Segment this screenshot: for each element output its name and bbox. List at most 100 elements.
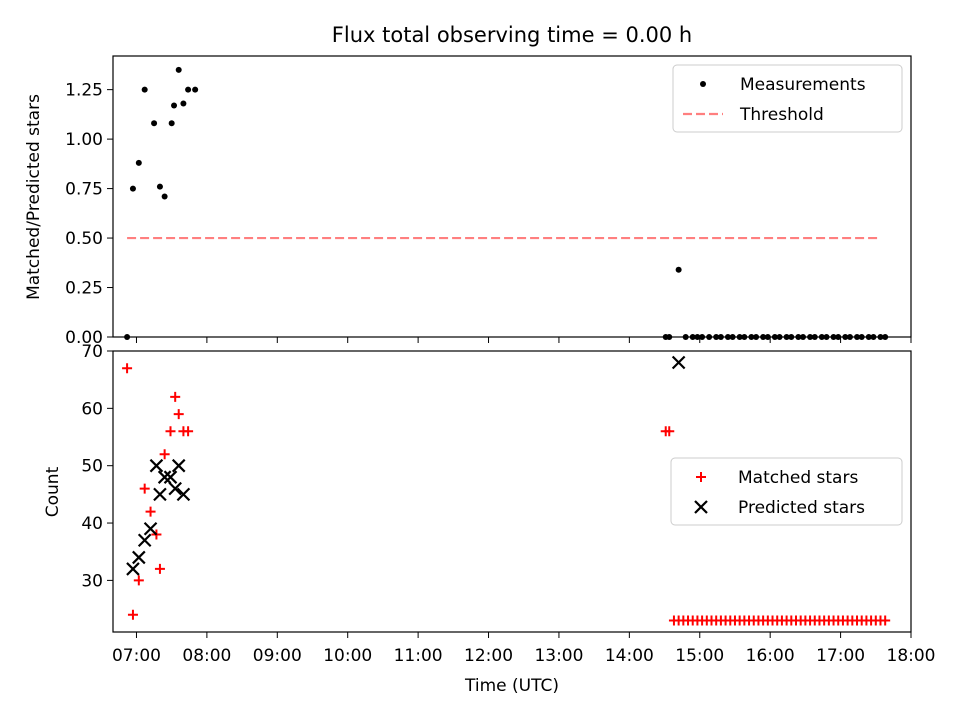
axes-frame (112, 350, 912, 633)
predicted-star-point (137, 533, 152, 548)
x-tick-label: 07:00 (112, 646, 161, 666)
measurement-point (771, 334, 778, 340)
measurement-point (835, 334, 842, 340)
y-tick-label: 0.75 (65, 180, 103, 200)
matched-star-point (183, 426, 194, 437)
x-tick-label: 09:00 (253, 646, 302, 666)
bottom-panel: 30 40 50 60 70 07:00 08:00 09:00 10:00 11:00 12:00… (81, 342, 935, 666)
chart-title: Flux total observing time = 0.00 h (332, 23, 692, 47)
measurement-point (168, 120, 175, 127)
matched-star-point (133, 575, 144, 586)
measurement-point (175, 66, 182, 73)
legend: Measurements Threshold (672, 64, 903, 133)
measurement-point (818, 334, 825, 340)
measurement-point (717, 334, 724, 340)
measurement-point (882, 334, 889, 340)
y-tick-label: 1.00 (65, 130, 103, 150)
matched-star-point (127, 609, 138, 620)
plot-area (122, 355, 891, 626)
measurement-point (729, 334, 736, 340)
measurement-point (811, 334, 818, 340)
legend-frame (670, 457, 903, 526)
measurement-point (713, 334, 720, 340)
measurement-point (854, 334, 861, 340)
matched-star-point (664, 426, 675, 437)
axes-frame (112, 55, 912, 338)
measurement-point (830, 334, 837, 340)
measurement-point (185, 86, 192, 93)
measurement-point (858, 334, 865, 340)
measurement-point (192, 86, 199, 93)
measurement-point (675, 266, 682, 273)
measurement-point (783, 334, 790, 340)
x-tick-label: 15:00 (675, 646, 724, 666)
predicted-star-point (163, 470, 178, 484)
y-tick-label: 40 (81, 514, 103, 534)
matched-star-point (165, 426, 176, 437)
x-tick-label: 13:00 (534, 646, 583, 666)
bottom-y-axis-label: Count (43, 466, 63, 517)
y-tick-label: 0.25 (65, 279, 103, 299)
matched-star-point (145, 506, 156, 517)
legend-label: Measurements (740, 75, 866, 95)
plot-area (124, 66, 889, 340)
predicted-star-point (157, 470, 172, 484)
measurement-point (124, 334, 131, 340)
predicted-star-point (171, 458, 186, 473)
matched-star-point (122, 363, 133, 374)
matched-star-point (170, 391, 181, 402)
measurement-point (666, 334, 673, 340)
predicted-star-point (143, 521, 158, 536)
x-axis-label: Time (UTC) (464, 676, 559, 696)
matched-star-point (159, 449, 170, 460)
measurement-point (807, 334, 814, 340)
y-tick-label: 60 (81, 399, 103, 419)
x-tick-label: 18:00 (887, 646, 936, 666)
measurement-point (753, 334, 760, 340)
measurement-point (161, 193, 168, 200)
measurement-point (795, 334, 802, 340)
legend-frame (672, 64, 903, 133)
measurement-point (180, 100, 187, 107)
predicted-star-point (149, 458, 164, 473)
measurement-point (129, 185, 136, 192)
predicted-star-point (132, 550, 146, 565)
measurement-point (760, 334, 767, 340)
measurement-point (689, 334, 696, 340)
x-tick-label: 10:00 (323, 646, 372, 666)
y-tick-label: 0.00 (65, 328, 103, 348)
measurement-point (870, 334, 877, 340)
measurement-point (741, 334, 748, 340)
measurement-point (171, 102, 178, 109)
x-tick-label: 16:00 (746, 646, 795, 666)
x-tick-label: 14:00 (605, 646, 654, 666)
top-panel: 0.00 0.25 0.50 0.75 1.00 1.25 Measurements Thre… (65, 55, 912, 348)
measurement-point (764, 334, 771, 340)
y-tick-label: 1.25 (65, 81, 103, 101)
y-tick-label: 0.50 (65, 229, 103, 249)
y-tick-label: 50 (81, 457, 103, 477)
measurement-point (156, 183, 163, 190)
measurement-point (682, 334, 689, 340)
legend-matched-swatch (696, 472, 706, 482)
measurement-point (699, 334, 706, 340)
predicted-star-point (153, 487, 167, 502)
measurement-point (823, 334, 830, 340)
measurement-point (151, 120, 158, 127)
predicted-star-point (671, 355, 686, 370)
predicted-star-point (168, 481, 182, 496)
x-tick-label: 12:00 (464, 646, 513, 666)
measurement-point (141, 86, 148, 93)
y-tick-label: 30 (81, 571, 103, 591)
legend-label: Threshold (739, 105, 824, 125)
legend-measurement-swatch (700, 81, 706, 87)
measurement-point (800, 334, 807, 340)
predicted-star-point (126, 562, 140, 576)
legend-label: Predicted stars (738, 498, 865, 518)
legend: Matched stars Predicted stars (670, 457, 903, 526)
measurement-point (865, 334, 872, 340)
top-y-axis-label: Matched/Predicted stars (24, 94, 44, 300)
measurement-point (776, 334, 783, 340)
measurement-point (706, 334, 713, 340)
